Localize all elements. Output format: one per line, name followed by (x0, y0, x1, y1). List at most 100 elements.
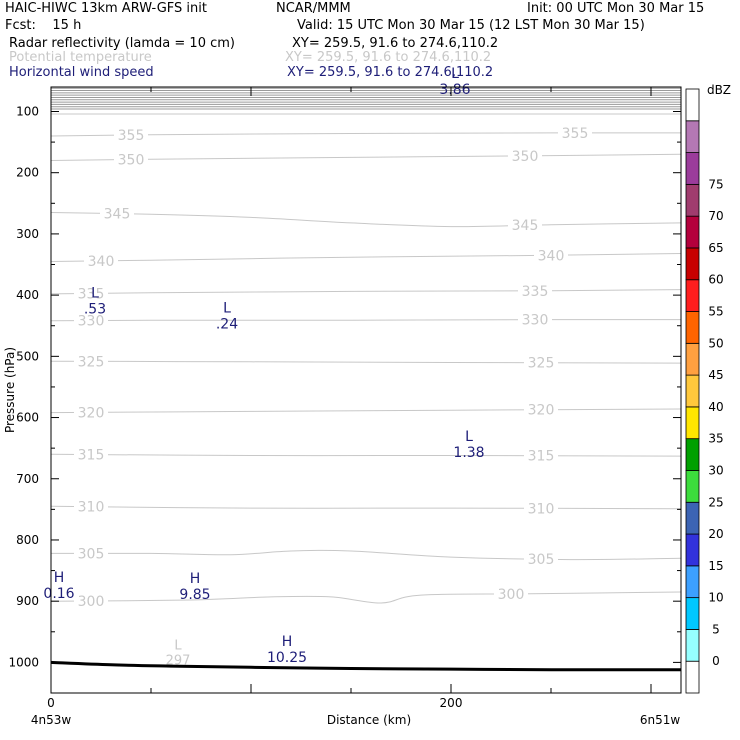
y-axis-title: Pressure (hPa) (3, 347, 17, 433)
colorbar-label: 30 (708, 463, 723, 477)
wind-extremum-value: 10.25 (267, 650, 307, 666)
theta-extremum-marker: L (174, 638, 182, 653)
colorbar-label: 10 (708, 591, 723, 605)
theta-contour-label: 325 (528, 356, 555, 372)
colorbar-label: 0 (712, 654, 720, 668)
colorbar-swatch (685, 374, 700, 408)
theta-label-gap (74, 353, 108, 369)
y-tick-label: 300 (16, 227, 39, 241)
theta-contour-335 (51, 289, 681, 295)
colorbar-label: 25 (708, 495, 723, 509)
colorbar-label: 50 (708, 336, 723, 350)
field2-name: Potential temperature (9, 50, 152, 65)
theta-contour-label: 315 (78, 448, 105, 464)
wind-extremum-marker: L (465, 429, 473, 445)
wind-extremum-value: 0.16 (43, 586, 74, 602)
colorbar-swatch (685, 438, 700, 471)
colorbar-swatch (685, 183, 700, 217)
theta-contour-label: 305 (528, 552, 555, 568)
theta-label-gap (518, 282, 552, 298)
colorbar-label: 75 (708, 177, 723, 191)
wind-extremum-value: .24 (216, 317, 238, 333)
colorbar-label: 70 (708, 209, 723, 223)
field1-xy: XY= 259.5, 91.6 to 274.6,110.2 (292, 36, 499, 51)
theta-label-gap (74, 592, 108, 608)
theta-contour-305 (51, 549, 681, 561)
theta-contour-label: 315 (528, 449, 555, 465)
theta-contour-label: 305 (78, 546, 105, 562)
theta-contour-325 (51, 360, 681, 364)
colorbar-swatch (685, 279, 700, 312)
theta-label-gap (84, 252, 118, 268)
field2-xy: XY= 259.5, 91.6 to 274.6,110.2 (285, 50, 492, 65)
wind-extremum-marker: H (282, 634, 293, 650)
theta-contour-label: 335 (78, 286, 105, 302)
terrain-line (51, 660, 681, 672)
theta-label-gap (74, 404, 108, 420)
theta-contour-label: 325 (78, 354, 105, 370)
theta-contour-315 (51, 453, 681, 457)
colorbar-label: 45 (708, 368, 723, 382)
theta-contour-label: 335 (522, 284, 549, 300)
colorbar-swatch (685, 501, 700, 535)
colorbar-swatch (685, 565, 700, 599)
theta-contour-label: 355 (118, 128, 145, 144)
theta-contour-label: 350 (118, 152, 145, 168)
colorbar-swatch (685, 120, 700, 153)
theta-contour-label: 345 (512, 218, 539, 234)
theta-contour-label: 320 (528, 403, 555, 419)
colorbar-label: 55 (708, 305, 723, 319)
y-tick-label: 600 (16, 411, 39, 425)
theta-contour-label: 300 (498, 587, 525, 603)
theta-label-gap (74, 545, 108, 561)
wind-extremum-value: 3.86 (439, 82, 470, 98)
y-tick-label: 500 (16, 349, 39, 363)
colorbar-swatch (685, 247, 700, 281)
x-end-label-left: 4n53w (31, 713, 72, 727)
wind-extremum-marker: H (190, 571, 201, 587)
theta-contour-label: 330 (78, 314, 105, 330)
wind-extremum-value: .53 (84, 301, 106, 317)
theta-label-gap (524, 354, 558, 370)
theta-label-gap (534, 247, 568, 263)
forecast-hour: Fcst: 15 h (5, 18, 82, 33)
theta-contour-label: 355 (562, 126, 589, 142)
valid-time: Valid: 15 UTC Mon 30 Mar 15 (12 LST Mon … (297, 18, 645, 33)
wind-extremum-marker: L (91, 285, 99, 301)
theta-label-gap (114, 126, 148, 142)
y-tick-label: 1000 (8, 655, 39, 669)
theta-label-gap (114, 151, 148, 167)
colorbar-label: 5 (712, 622, 720, 636)
theta-contour-label: 330 (522, 313, 549, 329)
theta-label-gap (74, 446, 108, 462)
colorbar-swatch (685, 88, 700, 122)
plot-frame (50, 86, 682, 694)
field1-name: Radar reflectivity (lamda = 10 cm) (9, 36, 235, 51)
theta-contour-label: 320 (78, 405, 105, 421)
y-tick-label: 900 (16, 594, 39, 608)
theta-label-gap (518, 311, 552, 327)
y-tick-label: 200 (16, 166, 39, 180)
wind-extremum-marker: L (223, 301, 231, 317)
colorbar-label: 60 (708, 273, 723, 287)
wind-extremum-marker: H (54, 570, 65, 586)
colorbar-swatch (685, 660, 700, 694)
colorbar-label: 35 (708, 432, 723, 446)
x-tick-label: 200 (440, 696, 463, 710)
colorbar-swatch (685, 311, 700, 344)
theta-label-gap (558, 124, 592, 140)
colorbar-swatch (685, 597, 700, 630)
theta-contour-label: 300 (78, 594, 105, 610)
colorbar-label: 65 (708, 241, 723, 255)
y-tick-label: 800 (16, 533, 39, 547)
colorbar-swatch (685, 406, 700, 440)
theta-label-gap (524, 500, 558, 516)
x-axis-title: Distance (km) (327, 713, 411, 727)
colorbar-swatch (685, 470, 700, 503)
theta-extremum-value: 297 (166, 653, 191, 668)
theta-contour-330 (51, 319, 681, 322)
theta-label-gap (494, 586, 528, 602)
y-tick-label: 400 (16, 288, 39, 302)
title-left: HAIC-HIWC 13km ARW-GFS init (5, 1, 207, 16)
